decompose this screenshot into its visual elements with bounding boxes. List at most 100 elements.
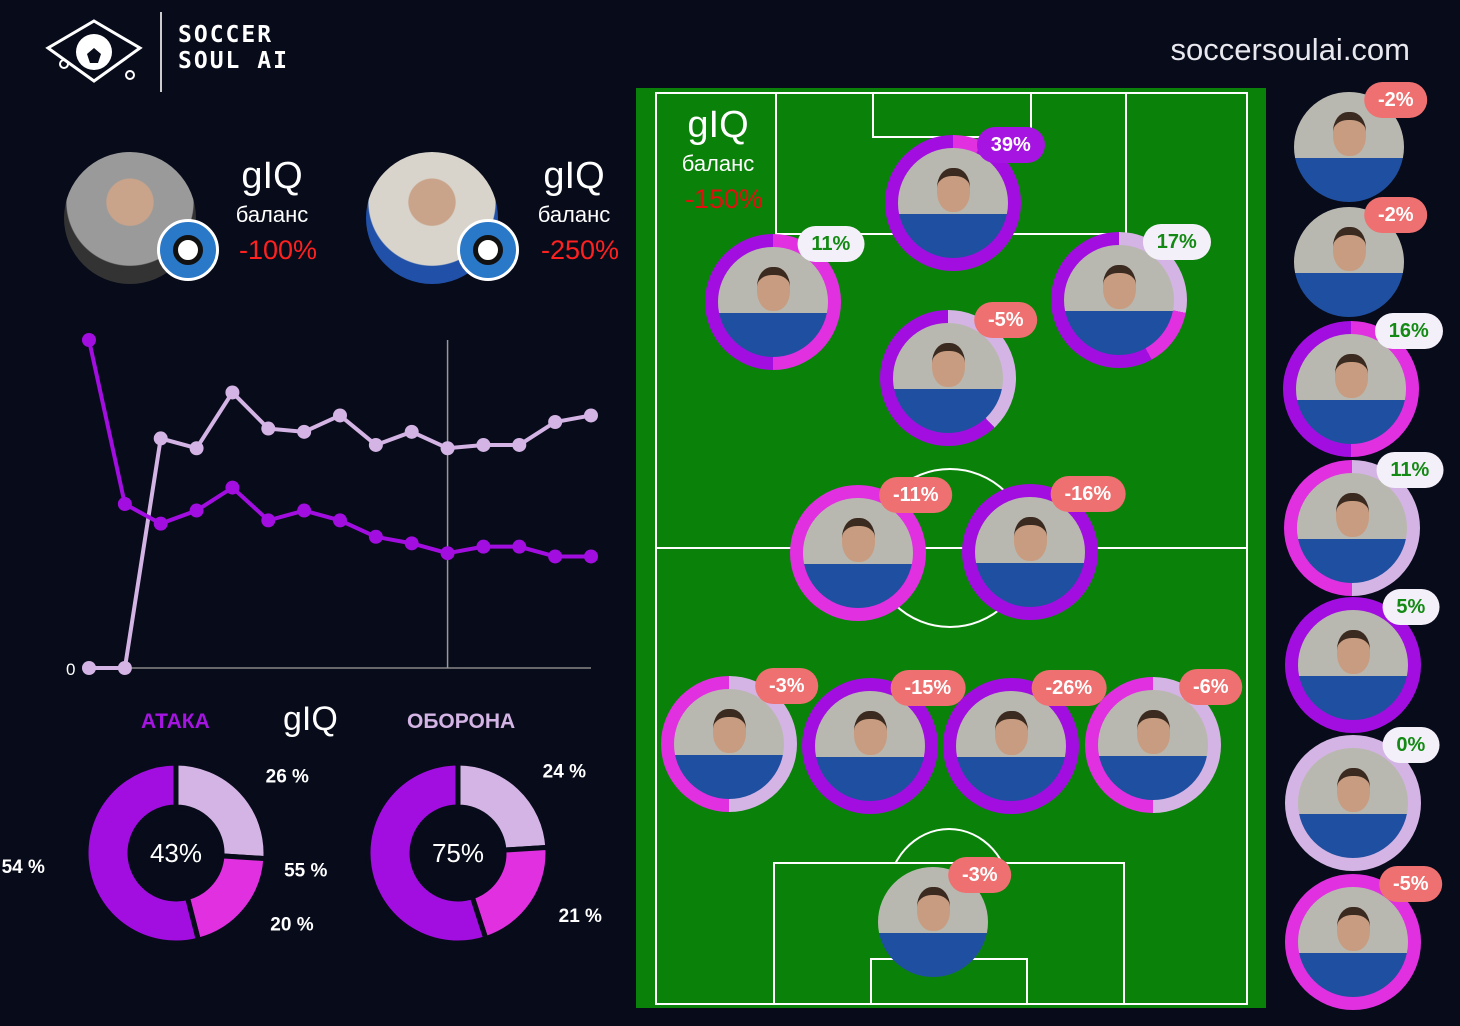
lineup-player[interactable] — [1051, 232, 1187, 368]
website-link[interactable]: soccersoulai.com — [1170, 32, 1410, 67]
player-gIQ-badge: 17% — [1142, 224, 1211, 261]
player-photo — [1298, 610, 1408, 720]
data-point — [153, 516, 168, 531]
data-point — [297, 503, 312, 518]
data-point — [82, 661, 96, 675]
coach-1-metric: gIQ — [241, 155, 303, 197]
data-point — [404, 424, 419, 439]
y-tick-label: 0 — [66, 660, 75, 679]
defense-slice — [365, 760, 489, 946]
brand-line-1: SOCCER — [178, 22, 274, 48]
pitch-value: -150% — [684, 184, 764, 214]
data-point — [189, 503, 204, 518]
coach-2-metric: gIQ — [543, 155, 605, 197]
player-gIQ-badge: -26% — [1031, 670, 1107, 707]
data-point — [153, 431, 168, 446]
data-point — [404, 536, 419, 551]
brand-line-2: SOUL AI — [178, 48, 289, 74]
player-photo — [674, 689, 784, 799]
player-photo — [893, 323, 1003, 433]
lineup-player[interactable] — [802, 678, 938, 814]
data-point — [440, 546, 455, 561]
player-gIQ-badge: 11% — [1376, 452, 1444, 489]
data-point — [512, 437, 527, 452]
player-gIQ-badge: -6% — [1179, 669, 1243, 706]
player-gIQ-badge: -2% — [1363, 197, 1428, 234]
player-photo — [1298, 887, 1408, 997]
donut-charts: 26 % 20 % 54 % 43% 24 % 21 % 55 % 75% — [2, 760, 602, 946]
data-point — [225, 385, 240, 400]
data-point — [117, 661, 132, 675]
data-point — [368, 529, 383, 544]
pitch-metric: gIQ — [687, 104, 749, 146]
player-gIQ-badge: 5% — [1382, 589, 1440, 626]
data-point — [584, 549, 598, 564]
player-photo — [1298, 748, 1408, 858]
player-gIQ-badge: -3% — [755, 668, 819, 705]
player-photo — [1297, 473, 1407, 583]
defense-slice — [455, 760, 551, 853]
attack-slice — [173, 760, 269, 862]
player-gIQ-badge: -11% — [879, 477, 953, 514]
data-point — [440, 441, 455, 456]
lineup-player[interactable] — [705, 234, 841, 370]
data-point — [333, 408, 347, 423]
defense-title: ОБОРОНА — [407, 710, 516, 733]
player-photo — [1296, 334, 1406, 444]
player-gIQ-badge: -2% — [1363, 82, 1428, 119]
attack-title: АТАКА — [141, 710, 210, 733]
data-point — [261, 513, 276, 528]
data-point — [333, 513, 347, 528]
player-photo — [956, 691, 1066, 801]
player-photo — [1098, 690, 1208, 800]
data-point — [548, 549, 563, 564]
graduation-cap-soccer-ball-icon — [45, 19, 143, 83]
coach-2-label: баланс — [537, 202, 611, 227]
player-photo — [815, 691, 925, 801]
player-gIQ-badge: 16% — [1374, 313, 1443, 350]
attack-slice — [83, 760, 202, 946]
donuts-title: gIQ — [283, 700, 338, 738]
player-gIQ-badge: -15% — [890, 670, 966, 707]
lineup-player[interactable] — [962, 484, 1098, 620]
data-point — [225, 480, 240, 495]
player-gIQ-badge: -16% — [1050, 476, 1126, 513]
defense-slice — [469, 844, 551, 942]
player-photo — [1064, 245, 1174, 355]
data-point — [297, 424, 312, 439]
data-point — [261, 421, 276, 436]
player-gIQ-badge: 39% — [976, 127, 1045, 164]
attack-slice-label: 26 % — [266, 766, 309, 787]
player-gIQ-badge: -3% — [947, 857, 1012, 894]
lineup-player[interactable] — [880, 310, 1016, 446]
club-logo-icon — [457, 219, 519, 281]
data-point — [512, 539, 527, 554]
brand-name: SOCCER SOUL AI — [178, 22, 289, 74]
coach-2-value: -250% — [540, 235, 620, 265]
data-point — [476, 539, 491, 554]
attack-slice — [184, 853, 269, 944]
attack-slice-label: 20 % — [270, 914, 313, 935]
defense-slice-label: 24 % — [543, 761, 586, 782]
gIQ-line-chart: 0 — [66, 333, 598, 679]
data-point — [584, 408, 598, 423]
player-gIQ-badge: 0% — [1382, 727, 1440, 764]
player-photo — [718, 247, 828, 357]
player-gIQ-badge: -5% — [974, 302, 1038, 339]
defense-center-value: 75% — [432, 838, 484, 868]
data-point — [117, 497, 132, 511]
lineup-player[interactable] — [943, 678, 1079, 814]
player-photo — [975, 497, 1085, 607]
player-photo — [898, 148, 1008, 258]
coach-1-label: баланс — [235, 202, 309, 227]
data-point — [189, 441, 204, 456]
player-gIQ-badge: 11% — [797, 226, 865, 263]
data-point — [82, 333, 96, 347]
lineup-player[interactable] — [885, 135, 1021, 271]
header-divider — [160, 12, 162, 92]
player-photo — [803, 498, 913, 608]
pitch-label: баланс — [681, 151, 755, 176]
data-point — [548, 415, 563, 429]
attack-slice-label: 54 % — [2, 857, 45, 878]
club-logo-icon — [157, 219, 219, 281]
